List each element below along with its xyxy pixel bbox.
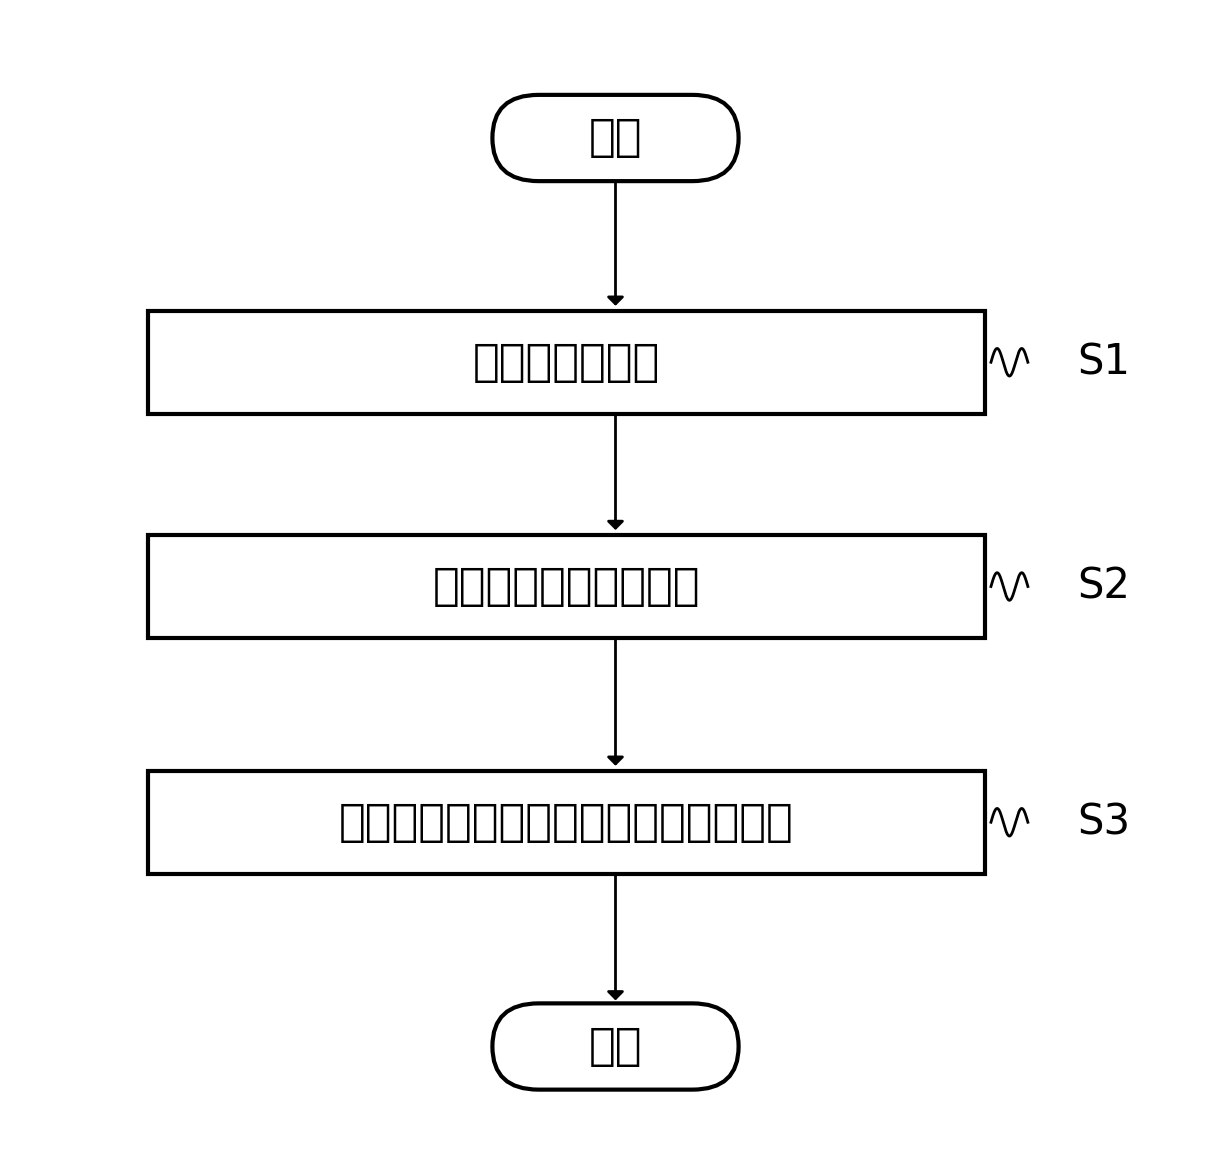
FancyBboxPatch shape — [148, 535, 985, 638]
Text: 通过热处理使无定形化粉末混合物结晶: 通过热处理使无定形化粉末混合物结晶 — [339, 800, 794, 844]
FancyBboxPatch shape — [148, 770, 985, 874]
Text: 提供粉末混合物: 提供粉末混合物 — [473, 340, 660, 384]
Text: 开始: 开始 — [588, 116, 643, 160]
FancyBboxPatch shape — [148, 310, 985, 414]
Text: S1: S1 — [1077, 342, 1130, 383]
FancyBboxPatch shape — [492, 95, 739, 181]
Text: 使粉末混合物无定形化: 使粉末混合物无定形化 — [432, 565, 700, 608]
Text: 结束: 结束 — [588, 1025, 643, 1068]
Text: S2: S2 — [1077, 566, 1130, 607]
FancyBboxPatch shape — [492, 1003, 739, 1090]
Text: S3: S3 — [1077, 802, 1130, 843]
